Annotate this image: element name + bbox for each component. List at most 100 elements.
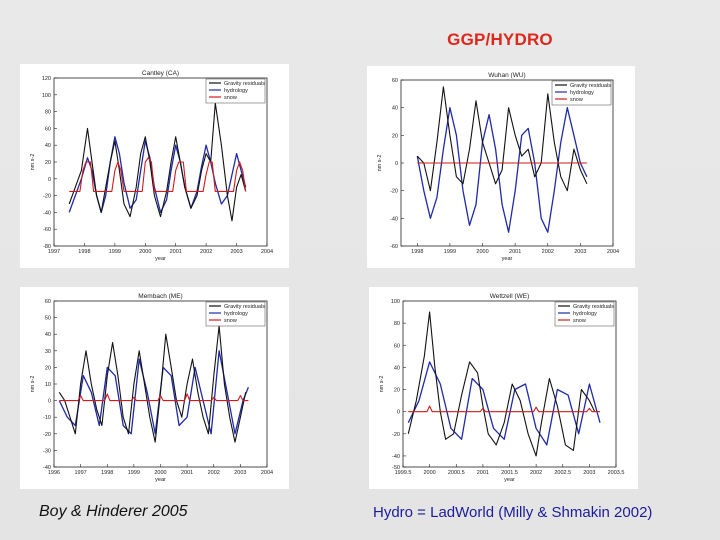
x-tick-label: 1997 [48,249,60,255]
y-tick-label: 30 [45,349,51,355]
legend-label: Gravity residuals [224,81,265,87]
chart-cantley: Cantley (CA) -80 -60 -40 -20 0 20 40 60 80 100 120 1… [20,64,289,268]
series-line-gravity-residuals [69,103,246,221]
y-tick-label: 40 [45,332,51,338]
chart-wettzell: Wettzell (WE) -50 -40 -20 0 20 40 60 80 100 1999.5… [369,287,638,489]
x-tick-label: 2004 [261,249,273,255]
x-axis-label: year [155,477,166,483]
x-tick-label: 2003 [230,249,242,255]
legend-label: snow [224,95,237,101]
x-tick-label: 2004 [607,249,619,255]
y-tick-label: 60 [392,78,398,84]
x-tick-label: 2000 [139,249,151,255]
y-tick-label: 20 [45,160,51,166]
y-tick-label: 80 [45,110,51,116]
x-tick-label: 2003 [583,470,595,476]
y-tick-label: -60 [43,227,51,233]
x-axis-label: year [504,477,515,483]
x-tick-label: 1996 [48,470,60,476]
y-tick-label: 20 [45,365,51,371]
x-tick-label: 2000 [154,470,166,476]
chart-panel-membach: Membach (ME) -40 -30 -20 -10 0 10 20 30 40 50 60 199… [20,287,289,489]
y-tick-label: 40 [45,143,51,149]
y-tick-label: -20 [392,432,400,438]
y-tick-label: 60 [45,299,51,305]
y-tick-label: 100 [42,93,51,99]
y-tick-label: -10 [43,415,51,421]
series-line-hydrology [408,362,600,445]
y-tick-label: 40 [394,365,400,371]
y-tick-label: -20 [43,432,51,438]
y-axis-label: nm s-2 [30,154,36,171]
legend-label: snow [224,318,237,324]
legend-label: hydrology [224,311,248,317]
x-tick-label: 2001 [170,249,182,255]
series-line-gravity-residuals [408,312,594,456]
y-tick-label: 100 [391,299,400,305]
x-tick-label: 1999.5 [395,470,412,476]
y-axis-label: nm s-2 [377,155,383,172]
chart-wuhan: Wuhan (WU) -60 -40 -20 0 20 40 60 1998 1999 2000 20… [367,66,635,268]
y-tick-label: -30 [43,448,51,454]
x-tick-label: 2002 [542,249,554,255]
chart-panel-wettzell: Wettzell (WE) -50 -40 -20 0 20 40 60 80 100 1999.5… [369,287,638,489]
legend-label: hydrology [224,88,248,94]
chart-membach: Membach (ME) -40 -30 -20 -10 0 10 20 30 40 50 60 199… [20,287,289,489]
series-line-snow [59,394,248,401]
y-tick-label: -40 [392,454,400,460]
legend-label: Gravity residuals [570,83,611,89]
x-tick-label: 2001 [181,470,193,476]
citation-left: Boy & Hinderer 2005 [39,503,188,521]
y-tick-label: 20 [392,133,398,139]
chart-title: Wuhan (WU) [488,72,525,79]
y-tick-label: 60 [45,126,51,132]
x-tick-label: 2003 [234,470,246,476]
page-title: GGP/HYDRO [0,30,565,50]
legend-label: hydrology [570,90,594,96]
chart-panel-wuhan: Wuhan (WU) -60 -40 -20 0 20 40 60 1998 1999 2000 20… [367,66,635,268]
x-tick-label: 1999 [109,249,121,255]
y-tick-label: 60 [394,343,400,349]
x-tick-label: 2000 [424,470,436,476]
y-tick-label: -40 [390,216,398,222]
x-tick-label: 2003.5 [608,470,625,476]
x-tick-label: 2001.5 [501,470,518,476]
y-tick-label: 50 [45,316,51,322]
x-tick-label: 2000.5 [448,470,465,476]
x-axis-label: year [155,256,166,262]
y-tick-label: 0 [397,410,400,416]
x-tick-label: 1998 [78,249,90,255]
x-tick-label: 1998 [411,249,423,255]
x-tick-label: 2004 [261,470,273,476]
x-tick-label: 2002 [208,470,220,476]
x-tick-label: 2002 [530,470,542,476]
y-tick-label: -40 [43,210,51,216]
y-tick-label: 0 [48,399,51,405]
chart-panel-cantley: Cantley (CA) -80 -60 -40 -20 0 20 40 60 80 100 120 1… [20,64,289,268]
x-tick-label: 2002 [200,249,212,255]
legend-label: Gravity residuals [573,304,614,310]
x-tick-label: 1999 [444,249,456,255]
y-axis-label: nm s-2 [30,376,36,393]
legend-label: snow [573,318,586,324]
x-tick-label: 2003 [574,249,586,255]
x-tick-label: 2001 [477,470,489,476]
y-tick-label: -20 [43,194,51,200]
chart-title: Membach (ME) [138,293,182,300]
legend-label: snow [570,97,583,103]
chart-title: Cantley (CA) [142,70,179,77]
x-tick-label: 2001 [509,249,521,255]
y-tick-label: 40 [392,106,398,112]
y-axis-label: nm s-2 [379,376,385,393]
y-tick-label: 0 [48,177,51,183]
x-tick-label: 1999 [128,470,140,476]
legend-label: Gravity residuals [224,304,265,310]
series-line-hydrology [69,137,246,213]
x-tick-label: 2000 [476,249,488,255]
y-tick-label: -20 [390,189,398,195]
x-axis-label: year [502,256,513,262]
y-tick-label: -60 [390,244,398,250]
y-tick-label: 10 [45,382,51,388]
y-tick-label: 0 [395,161,398,167]
y-tick-label: 20 [394,388,400,394]
